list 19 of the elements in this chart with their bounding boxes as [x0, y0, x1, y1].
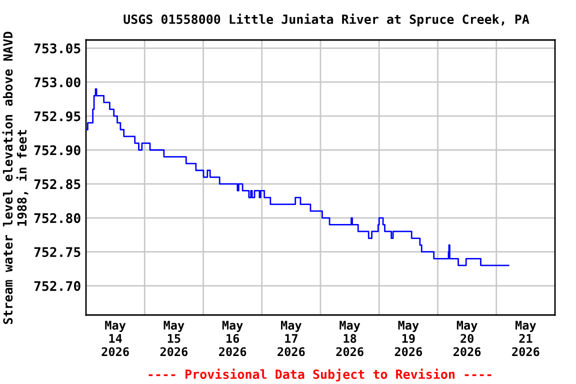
y-tick-label: 752.90: [34, 145, 80, 156]
y-tick-label: 753.00: [34, 77, 80, 88]
y-tick-label: 752.95: [34, 111, 80, 122]
x-tick-label: May 14 2026: [102, 320, 129, 356]
chart-title: USGS 01558000 Little Juniata River at Spruce Creek, PA: [124, 14, 530, 26]
x-tick-label: May 16 2026: [219, 320, 246, 356]
text: ---- Provisional Data Subject to Revision ----: [148, 368, 492, 382]
x-tick-label: May 21 2026: [512, 320, 540, 356]
x-tick-label: May 20 2026: [454, 320, 481, 356]
x-tick-label: May 18 2026: [336, 320, 364, 356]
y-tick-label: 752.80: [34, 213, 80, 224]
y-axis-title: Stream water level elevation above NAVD 1988, in feet: [2, 32, 28, 324]
x-tick-label: May 19 2026: [394, 320, 422, 356]
y-tick-label: 752.85: [34, 179, 80, 190]
y-tick-label: 752.70: [34, 281, 80, 292]
y-tick-label: 753.05: [34, 43, 80, 54]
x-tick-label: May 17 2026: [278, 320, 305, 356]
x-tick-label: May 15 2026: [160, 320, 188, 356]
y-tick-label: 752.75: [34, 247, 80, 258]
